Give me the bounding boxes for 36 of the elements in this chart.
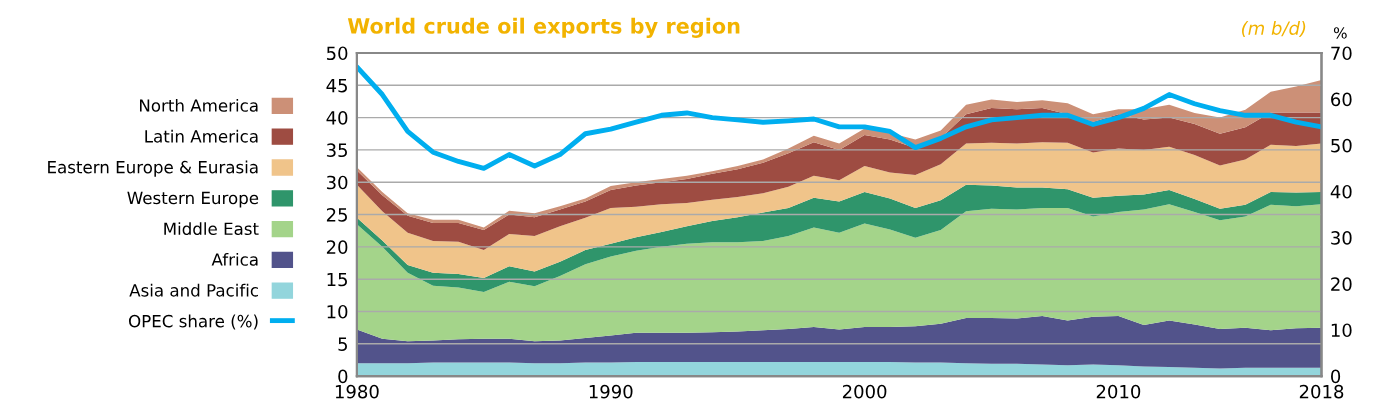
legend-label: Africa	[211, 252, 258, 266]
legend-label: Middle East	[164, 222, 259, 236]
y2-tick-label: 70	[1331, 46, 1352, 61]
y-tick-label: 50	[326, 46, 348, 61]
legend-label: Eastern Europe & Eurasia	[48, 160, 258, 177]
y2-tick-label: 0	[1331, 369, 1341, 384]
legend-label: Asia and Pacific	[129, 283, 258, 297]
line-series	[356, 64, 1322, 171]
y2-tick-label: 30	[1331, 231, 1352, 245]
y2-axis-title: %	[1333, 27, 1347, 39]
y-tick-label: 20	[326, 240, 348, 254]
y-tick-label: 30	[326, 175, 348, 190]
y-tick-label: 0	[338, 369, 348, 384]
y2-tick-label: 50	[1331, 138, 1352, 153]
y-tick-label: 10	[327, 304, 348, 319]
y-tick-label: 45	[326, 78, 347, 93]
y-tick-label: 40	[326, 111, 348, 125]
chart-title: World crude oil exports by region	[347, 17, 740, 39]
legend-label: OPEC share (%)	[129, 314, 258, 330]
x-tick-label: 2000	[842, 384, 887, 399]
text: (m b/d)	[1242, 20, 1306, 38]
y-tick-label: 35	[326, 143, 347, 158]
y2-tick-label: 20	[1331, 277, 1352, 291]
legend-label: Western Europe	[127, 191, 259, 208]
y-tick-label: 25	[326, 208, 347, 222]
x-tick-label: 2018	[1299, 384, 1344, 399]
y-tick-label: 15	[327, 272, 347, 287]
y2-tick-label: 10	[1331, 323, 1352, 338]
x-tick-label: 2010	[1096, 384, 1141, 399]
x-tick-label: 1980	[335, 384, 379, 399]
x-tick-label: 1990	[589, 384, 633, 399]
y-tick-label: 5	[338, 337, 347, 351]
legend-label: North America	[140, 98, 258, 112]
legend-label: Latin America	[145, 129, 258, 143]
y2-tick-label: 60	[1331, 92, 1352, 107]
y2-tick-label: 40	[1330, 184, 1352, 199]
